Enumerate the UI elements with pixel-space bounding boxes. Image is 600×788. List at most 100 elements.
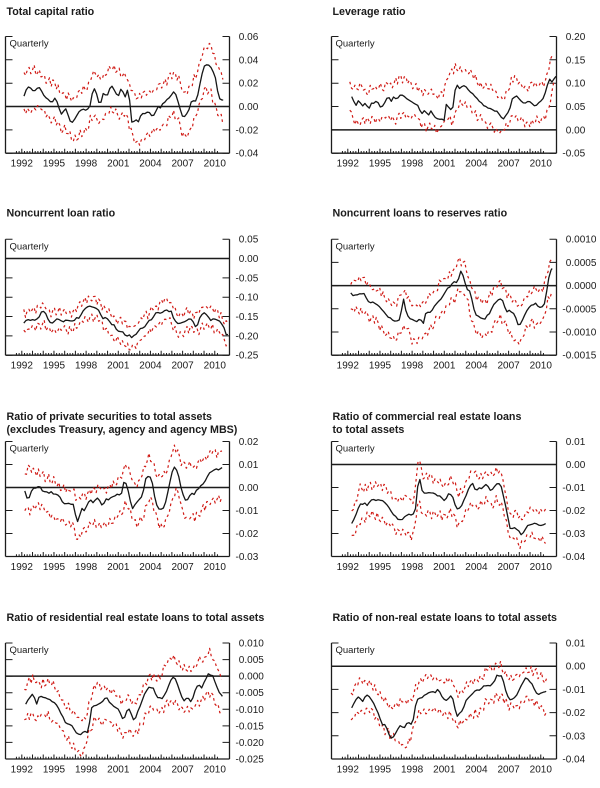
svg-text:-0.25: -0.25 <box>236 351 259 362</box>
svg-text:1998: 1998 <box>75 764 98 775</box>
svg-text:-0.15: -0.15 <box>236 312 259 323</box>
svg-text:0.00: 0.00 <box>239 102 259 113</box>
svg-text:Quarterly: Quarterly <box>10 444 49 455</box>
svg-text:0.20: 0.20 <box>566 32 586 43</box>
svg-text:-0.04: -0.04 <box>236 149 259 160</box>
svg-text:2010: 2010 <box>530 562 553 573</box>
svg-text:Noncurrent loans to reserves r: Noncurrent loans to reserves ratio <box>333 208 508 220</box>
svg-text:-0.02: -0.02 <box>236 125 259 136</box>
svg-text:-0.0010: -0.0010 <box>562 328 596 339</box>
svg-text:Quarterly: Quarterly <box>10 39 49 50</box>
svg-text:2004: 2004 <box>465 361 488 372</box>
svg-text:Noncurrent loan ratio: Noncurrent loan ratio <box>7 208 116 220</box>
svg-text:-0.01: -0.01 <box>562 483 585 494</box>
svg-text:2010: 2010 <box>530 361 553 372</box>
svg-text:2004: 2004 <box>139 159 162 170</box>
svg-text:1998: 1998 <box>401 159 424 170</box>
svg-text:-0.05: -0.05 <box>236 273 259 284</box>
svg-text:(excludes Treasury, agency and: (excludes Treasury, agency and agency MB… <box>7 424 238 436</box>
svg-text:0.0005: 0.0005 <box>566 258 597 269</box>
svg-text:Quarterly: Quarterly <box>336 241 375 252</box>
svg-text:-0.04: -0.04 <box>562 755 585 766</box>
svg-text:-0.010: -0.010 <box>236 705 265 716</box>
svg-text:1995: 1995 <box>43 764 66 775</box>
svg-text:Ratio of non-real estate loans: Ratio of non-real estate loans to total … <box>333 612 558 624</box>
svg-text:2007: 2007 <box>497 159 520 170</box>
svg-text:2004: 2004 <box>139 562 162 573</box>
svg-text:0.0000: 0.0000 <box>566 281 597 292</box>
svg-text:0.01: 0.01 <box>566 639 586 650</box>
svg-text:1995: 1995 <box>369 159 392 170</box>
svg-text:-0.015: -0.015 <box>236 721 265 732</box>
svg-text:1995: 1995 <box>369 361 392 372</box>
svg-text:-0.04: -0.04 <box>562 552 585 563</box>
svg-text:2010: 2010 <box>530 159 553 170</box>
svg-text:Quarterly: Quarterly <box>10 241 49 252</box>
svg-text:-0.05: -0.05 <box>562 149 585 160</box>
svg-text:Quarterly: Quarterly <box>336 39 375 50</box>
svg-text:1992: 1992 <box>337 562 360 573</box>
svg-text:0.05: 0.05 <box>239 235 259 246</box>
svg-text:1995: 1995 <box>43 159 66 170</box>
svg-text:2010: 2010 <box>530 764 553 775</box>
svg-text:1992: 1992 <box>337 361 360 372</box>
svg-text:1995: 1995 <box>43 562 66 573</box>
svg-text:0.00: 0.00 <box>239 483 259 494</box>
svg-text:Ratio of commercial real estat: Ratio of commercial real estate loans <box>333 411 522 423</box>
svg-text:1998: 1998 <box>401 764 424 775</box>
svg-text:1998: 1998 <box>401 562 424 573</box>
svg-text:-0.02: -0.02 <box>562 506 585 517</box>
svg-text:0.010: 0.010 <box>239 639 264 650</box>
svg-text:-0.020: -0.020 <box>236 738 265 749</box>
svg-text:0.02: 0.02 <box>239 437 259 448</box>
svg-text:0.0010: 0.0010 <box>566 235 597 246</box>
svg-text:-0.03: -0.03 <box>562 529 585 540</box>
svg-text:2010: 2010 <box>204 764 227 775</box>
svg-text:1992: 1992 <box>11 764 34 775</box>
svg-text:2001: 2001 <box>433 764 456 775</box>
svg-text:1992: 1992 <box>337 764 360 775</box>
svg-text:2007: 2007 <box>497 764 520 775</box>
svg-text:Leverage ratio: Leverage ratio <box>333 6 407 18</box>
svg-text:1998: 1998 <box>75 361 98 372</box>
svg-text:-0.01: -0.01 <box>236 506 259 517</box>
svg-text:2004: 2004 <box>139 361 162 372</box>
svg-text:2004: 2004 <box>465 159 488 170</box>
svg-text:1992: 1992 <box>11 361 34 372</box>
svg-text:2010: 2010 <box>204 361 227 372</box>
svg-text:Total capital ratio: Total capital ratio <box>7 6 95 18</box>
svg-text:-0.02: -0.02 <box>236 529 259 540</box>
svg-text:to total assets: to total assets <box>333 424 405 436</box>
svg-text:2007: 2007 <box>497 562 520 573</box>
svg-text:-0.20: -0.20 <box>236 331 259 342</box>
svg-text:0.00: 0.00 <box>566 460 586 471</box>
svg-text:-0.005: -0.005 <box>236 688 265 699</box>
svg-text:-0.0015: -0.0015 <box>562 351 596 362</box>
svg-text:2007: 2007 <box>497 361 520 372</box>
svg-text:2007: 2007 <box>171 159 194 170</box>
svg-text:2001: 2001 <box>107 361 130 372</box>
svg-text:2001: 2001 <box>433 159 456 170</box>
svg-text:2004: 2004 <box>465 764 488 775</box>
svg-text:0.005: 0.005 <box>239 655 264 666</box>
svg-text:2004: 2004 <box>139 764 162 775</box>
svg-text:Quarterly: Quarterly <box>10 645 49 656</box>
svg-text:2004: 2004 <box>465 562 488 573</box>
svg-text:-0.03: -0.03 <box>562 731 585 742</box>
svg-text:0.01: 0.01 <box>239 460 259 471</box>
svg-text:1995: 1995 <box>369 562 392 573</box>
svg-text:1992: 1992 <box>11 159 34 170</box>
svg-text:2007: 2007 <box>171 361 194 372</box>
svg-text:-0.10: -0.10 <box>236 293 259 304</box>
svg-text:0.000: 0.000 <box>239 672 264 683</box>
svg-text:2001: 2001 <box>107 562 130 573</box>
svg-text:1992: 1992 <box>337 159 360 170</box>
svg-text:Quarterly: Quarterly <box>336 444 375 455</box>
svg-text:1995: 1995 <box>43 361 66 372</box>
svg-text:0.15: 0.15 <box>566 55 586 66</box>
svg-text:2010: 2010 <box>204 562 227 573</box>
svg-text:0.00: 0.00 <box>566 662 586 673</box>
svg-text:0.00: 0.00 <box>239 254 259 265</box>
svg-text:0.01: 0.01 <box>566 437 586 448</box>
svg-text:2010: 2010 <box>204 159 227 170</box>
